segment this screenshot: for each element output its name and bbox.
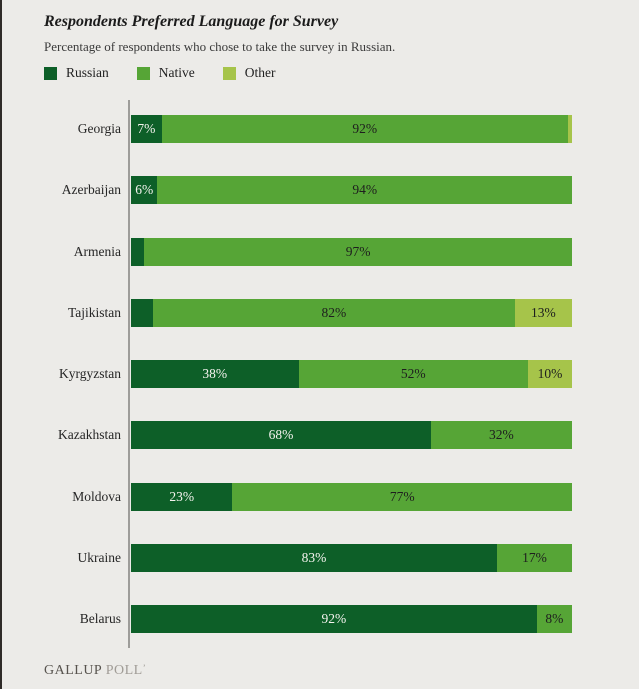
bar-segment-native-belarus: 8% <box>536 605 572 633</box>
trademark-mark: ’ <box>142 663 147 673</box>
stacked-bar-kazakhstan: 68% 32% <box>131 421 572 449</box>
bar-segment-native-tajikistan: 82% <box>153 299 515 327</box>
stacked-bar-kyrgyzstan: 38% 52% 10% <box>131 360 572 388</box>
category-label-moldova: Moldova <box>72 489 121 504</box>
bar-segment-russian-tajikistan <box>131 299 154 327</box>
legend-item-russian: Russian <box>44 65 109 81</box>
category-label-kyrgyzstan: Kyrgyzstan <box>59 366 121 381</box>
legend-label-russian: Russian <box>66 65 109 80</box>
legend-swatch-native-icon <box>136 66 150 80</box>
stacked-bar-tajikistan: 82% 13% <box>131 299 572 327</box>
chart-title: Respondents Preferred Language for Surve… <box>44 13 339 30</box>
bar-segment-native-azerbaijan: 94% <box>157 176 572 204</box>
bar-segment-other-tajikistan: 13% <box>514 299 572 327</box>
bar-segment-native-armenia: 97% <box>144 238 572 266</box>
legend-item-native: Native <box>136 65 195 81</box>
bar-segment-russian-belarus: 92% <box>131 605 537 633</box>
category-label-georgia: Georgia <box>77 121 121 136</box>
bar-segment-russian-armenia <box>131 238 145 266</box>
bar-segment-russian-kyrgyzstan: 38% <box>131 360 299 388</box>
stacked-bar-armenia: 97% <box>131 238 572 266</box>
stacked-bar-ukraine: 83% 17% <box>131 544 572 572</box>
category-label-azerbaijan: Azerbaijan <box>61 182 121 197</box>
gallup-brand-text: GALLUP <box>44 663 102 678</box>
bar-segment-russian-georgia: 7% <box>131 115 162 143</box>
bar-segment-native-moldova: 77% <box>232 483 572 511</box>
bar-segment-russian-ukraine: 83% <box>131 544 498 572</box>
category-label-ukraine: Ukraine <box>77 550 121 565</box>
category-label-kazakhstan: Kazakhstan <box>58 427 121 442</box>
legend: Russian Native Other <box>44 65 304 81</box>
bar-segment-native-georgia: 92% <box>161 115 568 143</box>
legend-swatch-russian-icon <box>44 66 57 80</box>
category-label-tajikistan: Tajikistan <box>67 305 121 320</box>
bar-segment-native-ukraine: 17% <box>497 544 572 572</box>
left-border <box>0 0 2 689</box>
stacked-bar-moldova: 23% 77% <box>131 483 572 511</box>
stacked-bar-azerbaijan: 6% 94% <box>131 176 572 204</box>
legend-item-other: Other <box>222 65 276 81</box>
legend-label-native: Native <box>158 65 195 80</box>
chart-subtitle: Percentage of respondents who chose to t… <box>44 39 396 54</box>
category-label-armenia: Armenia <box>73 244 121 259</box>
stacked-bar-belarus: 92% 8% <box>131 605 572 633</box>
bar-segment-other-georgia <box>567 115 572 143</box>
bar-segment-native-kazakhstan: 32% <box>430 421 572 449</box>
bar-segment-russian-azerbaijan: 6% <box>131 176 158 204</box>
bar-segment-other-kyrgyzstan: 10% <box>527 360 572 388</box>
bar-segment-russian-kazakhstan: 68% <box>131 421 431 449</box>
stacked-bar-georgia: 7% 92% <box>131 115 572 143</box>
source-attribution: GALLUP POLL’ <box>44 663 146 679</box>
y-axis-line <box>128 100 130 648</box>
category-label-belarus: Belarus <box>79 611 121 626</box>
poll-product-text: POLL <box>105 663 143 678</box>
bar-segment-native-kyrgyzstan: 52% <box>298 360 528 388</box>
legend-swatch-other-icon <box>222 66 236 80</box>
legend-label-other: Other <box>244 65 276 80</box>
bar-segment-russian-moldova: 23% <box>131 483 233 511</box>
